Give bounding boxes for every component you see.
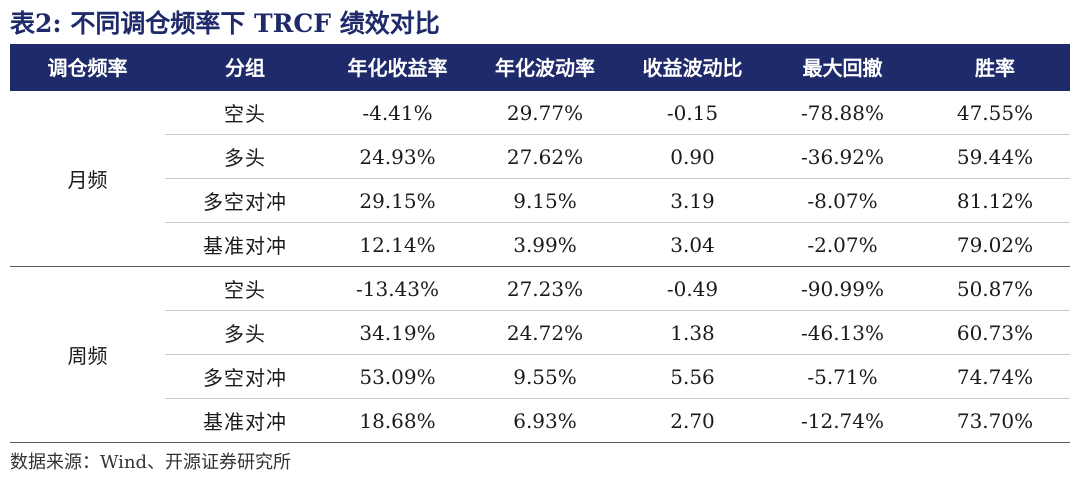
annual-volatility-cell: 29.77% (470, 90, 620, 135)
max-drawdown-cell: -8.07% (765, 178, 920, 223)
group-cell: 多空对冲 (165, 354, 325, 399)
annual-return-cell: 29.15% (325, 178, 470, 223)
monthly-block: 月频 空头 -4.41% 29.77% -0.15 -78.88% 47.55%… (10, 90, 1070, 267)
group-cell: 空头 (165, 90, 325, 135)
table-row: 多空对冲 53.09% 9.55% 5.56 -5.71% 74.74% (10, 354, 1070, 399)
table-row: 多空对冲 29.15% 9.15% 3.19 -8.07% 81.12% (10, 178, 1070, 223)
max-drawdown-cell: -12.74% (765, 398, 920, 443)
performance-table: 调仓频率 分组 年化收益率 年化波动率 收益波动比 最大回撤 胜率 月频 空头 … (10, 44, 1070, 443)
annual-volatility-cell: 9.15% (470, 178, 620, 223)
annual-return-cell: 53.09% (325, 354, 470, 399)
win-rate-cell: 47.55% (920, 90, 1070, 135)
annual-return-cell: 12.14% (325, 222, 470, 267)
performance-table-container: 调仓频率 分组 年化收益率 年化波动率 收益波动比 最大回撤 胜率 月频 空头 … (10, 44, 1070, 443)
table-row: 基准对冲 18.68% 6.93% 2.70 -12.74% 73.70% (10, 398, 1070, 443)
table-row: 多头 34.19% 24.72% 1.38 -46.13% 60.73% (10, 310, 1070, 355)
return-volatility-ratio-cell: 0.90 (620, 134, 765, 179)
return-volatility-ratio-cell: -0.15 (620, 90, 765, 135)
annual-return-cell: -13.43% (325, 266, 470, 311)
win-rate-cell: 60.73% (920, 310, 1070, 355)
group-cell: 基准对冲 (165, 222, 325, 267)
annual-return-cell: -4.41% (325, 90, 470, 135)
return-volatility-ratio-cell: 2.70 (620, 398, 765, 443)
group-cell: 多头 (165, 134, 325, 179)
annual-return-cell: 34.19% (325, 310, 470, 355)
max-drawdown-cell: -46.13% (765, 310, 920, 355)
header-row: 调仓频率 分组 年化收益率 年化波动率 收益波动比 最大回撤 胜率 (10, 44, 1070, 91)
win-rate-cell: 74.74% (920, 354, 1070, 399)
annual-volatility-cell: 9.55% (470, 354, 620, 399)
win-rate-cell: 50.87% (920, 266, 1070, 311)
frequency-cell: 月频 (10, 90, 165, 267)
return-volatility-ratio-cell: 5.56 (620, 354, 765, 399)
header-max-drawdown: 最大回撤 (765, 44, 920, 91)
max-drawdown-cell: -78.88% (765, 90, 920, 135)
header-frequency: 调仓频率 (10, 44, 165, 91)
header-annual-volatility: 年化波动率 (470, 44, 620, 91)
table-row: 周频 空头 -13.43% 27.23% -0.49 -90.99% 50.87… (10, 266, 1070, 443)
group-cell: 多头 (165, 310, 325, 355)
data-source-note: 数据来源：Wind、开源证券研究所 (10, 452, 292, 473)
win-rate-cell: 59.44% (920, 134, 1070, 179)
header-annual-return: 年化收益率 (325, 44, 470, 91)
max-drawdown-cell: -2.07% (765, 222, 920, 267)
max-drawdown-cell: -90.99% (765, 266, 920, 311)
annual-volatility-cell: 3.99% (470, 222, 620, 267)
annual-volatility-cell: 6.93% (470, 398, 620, 443)
group-cell: 空头 (165, 266, 325, 311)
return-volatility-ratio-cell: 3.04 (620, 222, 765, 267)
annual-volatility-cell: 24.72% (470, 310, 620, 355)
frequency-cell: 周频 (10, 266, 165, 443)
header-group: 分组 (165, 44, 325, 91)
header-return-volatility-ratio: 收益波动比 (620, 44, 765, 91)
table-title: 表2: 不同调仓频率下 TRCF 绩效对比 (10, 9, 440, 38)
table-row: 多头 24.93% 27.62% 0.90 -36.92% 59.44% (10, 134, 1070, 179)
group-cell: 多空对冲 (165, 178, 325, 223)
annual-volatility-cell: 27.23% (470, 266, 620, 311)
annual-return-cell: 24.93% (325, 134, 470, 179)
table-row: 月频 空头 -4.41% 29.77% -0.15 -78.88% 47.55% (10, 90, 1070, 267)
header-win-rate: 胜率 (920, 44, 1070, 91)
weekly-block: 周频 空头 -13.43% 27.23% -0.49 -90.99% 50.87… (10, 266, 1070, 443)
max-drawdown-cell: -5.71% (765, 354, 920, 399)
annual-volatility-cell: 27.62% (470, 134, 620, 179)
table-row: 基准对冲 12.14% 3.99% 3.04 -2.07% 79.02% (10, 222, 1070, 267)
return-volatility-ratio-cell: 1.38 (620, 310, 765, 355)
win-rate-cell: 81.12% (920, 178, 1070, 223)
group-cell: 基准对冲 (165, 398, 325, 443)
return-volatility-ratio-cell: -0.49 (620, 266, 765, 311)
annual-return-cell: 18.68% (325, 398, 470, 443)
win-rate-cell: 73.70% (920, 398, 1070, 443)
table-header: 调仓频率 分组 年化收益率 年化波动率 收益波动比 最大回撤 胜率 (10, 44, 1070, 91)
max-drawdown-cell: -36.92% (765, 134, 920, 179)
return-volatility-ratio-cell: 3.19 (620, 178, 765, 223)
win-rate-cell: 79.02% (920, 222, 1070, 267)
